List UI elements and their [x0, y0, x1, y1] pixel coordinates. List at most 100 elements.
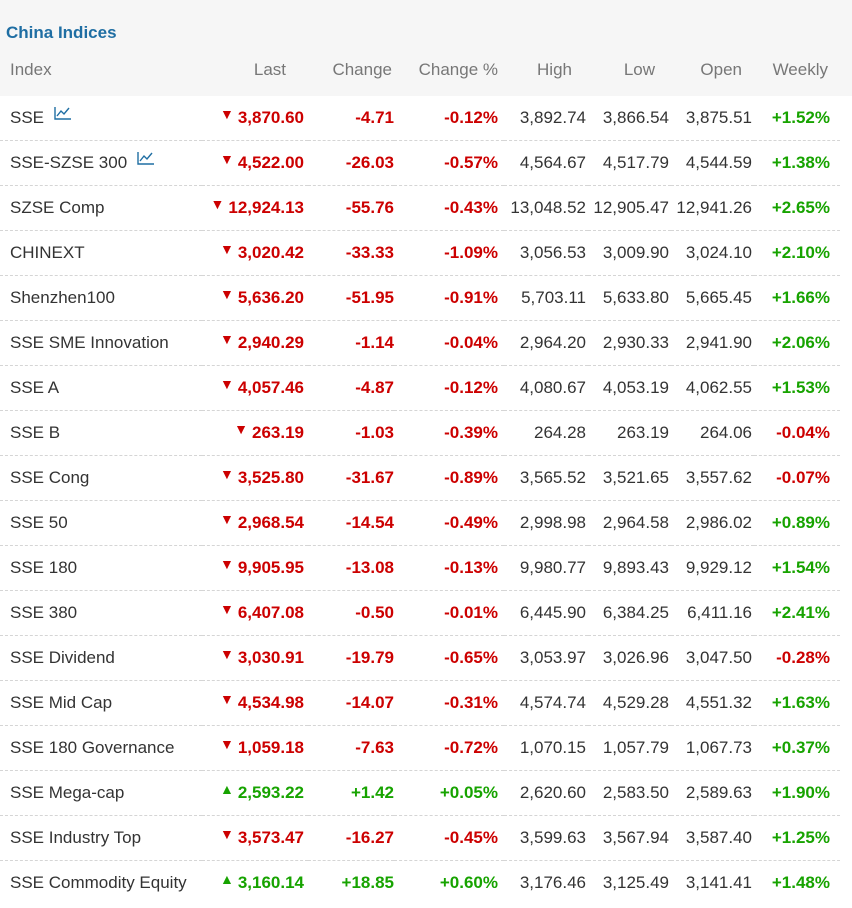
open-value: 3,587.40	[671, 815, 754, 861]
index-name-cell[interactable]: SSE Cong	[0, 455, 202, 501]
table-row[interactable]: SSE Mega-cap ▲ 2,593.22 +1.42 +0.05% 2,620.60…	[0, 770, 840, 816]
table-row[interactable]: SSE 50 ▼ 2,968.54 -14.54 -0.49% 2,998.98 2,964…	[0, 500, 840, 546]
index-name[interactable]: SSE Cong	[10, 468, 90, 487]
change-pct-value: -0.57%	[394, 140, 504, 186]
table-row[interactable]: SSE SME Innovation ▼ 2,940.29 -1.14 -0.04% 2,…	[0, 320, 840, 366]
weekly-value: -0.04%	[754, 410, 840, 456]
table-row[interactable]: SSE B ▼ 263.19 -1.03 -0.39% 264.28 263.19 264.0…	[0, 410, 840, 456]
last-cell: ▼ 2,968.54	[202, 500, 308, 546]
line-chart-icon[interactable]	[54, 105, 72, 125]
low-value: 2,930.33	[588, 320, 671, 366]
last-value: 9,905.95	[237, 558, 304, 577]
open-value: 3,875.51	[671, 96, 754, 141]
table-row[interactable]: SSE Mid Cap ▼ 4,534.98 -14.07 -0.31% 4,574.74…	[0, 680, 840, 726]
index-name-cell[interactable]: SSE Mega-cap	[0, 770, 202, 816]
index-name-cell[interactable]: SZSE Comp	[0, 185, 202, 231]
last-cell: ▼ 1,059.18	[202, 725, 308, 771]
index-name-cell[interactable]: SSE 50	[0, 500, 202, 546]
high-value: 3,565.52	[504, 455, 588, 501]
down-arrow-icon: ▼	[234, 421, 248, 437]
index-name[interactable]: SSE Industry Top	[10, 828, 142, 847]
last-cell: ▼ 4,522.00	[202, 140, 308, 186]
index-name[interactable]: SSE Commodity Equity	[10, 873, 187, 892]
index-name-cell[interactable]: CHINEXT	[0, 230, 202, 276]
table-row[interactable]: SSE ▼ 3,870.60 -4.71 -0.12% 3,892.74 3,866.54 3…	[0, 96, 840, 141]
high-value: 3,053.97	[504, 635, 588, 681]
table-row[interactable]: SSE 180 Governance ▼ 1,059.18 -7.63 -0.72% 1,…	[0, 725, 840, 771]
table-row[interactable]: SZSE Comp ▼ 12,924.13 -55.76 -0.43% 13,048.52…	[0, 185, 840, 231]
col-header-open[interactable]: Open	[700, 60, 742, 79]
index-name[interactable]: SSE 180	[10, 558, 78, 577]
index-name-cell[interactable]: SSE Dividend	[0, 635, 202, 681]
col-header-change[interactable]: Change	[332, 60, 392, 79]
high-value: 5,703.11	[504, 275, 588, 321]
index-name[interactable]: SSE B	[10, 423, 61, 442]
index-name[interactable]: SSE A	[10, 378, 60, 397]
index-name[interactable]: SSE 50	[10, 513, 68, 532]
change-pct-value: -0.12%	[394, 96, 504, 141]
col-header-change-pct[interactable]: Change %	[418, 60, 498, 79]
change-pct-value: -1.09%	[394, 230, 504, 276]
index-name[interactable]: SZSE Comp	[10, 198, 105, 217]
panel-title[interactable]: China Indices	[6, 23, 117, 42]
down-arrow-icon: ▼	[219, 331, 234, 347]
index-name-cell[interactable]: SSE Mid Cap	[0, 680, 202, 726]
index-name-cell[interactable]: SSE-SZSE 300	[0, 140, 202, 186]
index-name[interactable]: SSE Dividend	[10, 648, 115, 667]
index-name[interactable]: Shenzhen100	[10, 288, 115, 307]
index-name[interactable]: SSE 380	[10, 603, 78, 622]
table-row[interactable]: SSE Industry Top ▼ 3,573.47 -16.27 -0.45% 3,5…	[0, 815, 840, 861]
last-cell: ▼ 3,030.91	[202, 635, 308, 681]
weekly-value: +1.53%	[754, 365, 840, 411]
change-value: -14.07	[308, 680, 394, 726]
change-pct-value: -0.91%	[394, 275, 504, 321]
table-row[interactable]: SSE Commodity Equity ▲ 3,160.14 +18.85 +0.60…	[0, 861, 840, 906]
col-header-high[interactable]: High	[537, 60, 572, 79]
open-value: 2,589.63	[671, 770, 754, 816]
low-value: 4,053.19	[588, 365, 671, 411]
index-name-cell[interactable]: SSE B	[0, 410, 202, 456]
col-header-low[interactable]: Low	[623, 60, 655, 79]
index-name-cell[interactable]: SSE 180 Governance	[0, 725, 202, 771]
down-arrow-icon: ▼	[219, 511, 234, 527]
index-name[interactable]: SSE Mega-cap	[10, 783, 125, 802]
table-row[interactable]: Shenzhen100 ▼ 5,636.20 -51.95 -0.91% 5,703.11…	[0, 275, 840, 321]
index-name-cell[interactable]: SSE Commodity Equity	[0, 861, 202, 906]
table-row[interactable]: SSE A ▼ 4,057.46 -4.87 -0.12% 4,080.67 4,053.1…	[0, 365, 840, 411]
table-row[interactable]: SSE Dividend ▼ 3,030.91 -19.79 -0.65% 3,053.9…	[0, 635, 840, 681]
high-value: 3,056.53	[504, 230, 588, 276]
index-name-cell[interactable]: SSE 180	[0, 545, 202, 591]
low-value: 4,529.28	[588, 680, 671, 726]
col-header-last[interactable]: Last	[253, 60, 286, 79]
open-value: 3,047.50	[671, 635, 754, 681]
index-name[interactable]: SSE Mid Cap	[10, 693, 113, 712]
table-row[interactable]: CHINEXT ▼ 3,020.42 -33.33 -1.09% 3,056.53 3,00…	[0, 230, 840, 276]
index-name-cell[interactable]: SSE A	[0, 365, 202, 411]
index-name-cell[interactable]: SSE 380	[0, 590, 202, 636]
line-chart-icon[interactable]	[137, 150, 155, 170]
change-pct-value: -0.45%	[394, 815, 504, 861]
change-value: -33.33	[308, 230, 394, 276]
index-name-cell[interactable]: SSE	[0, 96, 202, 141]
index-name[interactable]: SSE 180 Governance	[10, 738, 175, 757]
index-name[interactable]: SSE SME Innovation	[10, 333, 169, 352]
table-row[interactable]: SSE 380 ▼ 6,407.08 -0.50 -0.01% 6,445.90 6,384…	[0, 590, 840, 636]
index-name[interactable]: SSE-SZSE 300	[10, 152, 128, 172]
table-row[interactable]: SSE 180 ▼ 9,905.95 -13.08 -0.13% 9,980.77 9,89…	[0, 545, 840, 591]
table-row[interactable]: SSE-SZSE 300 ▼ 4,522.00 -26.03 -0.57% 4,564.6…	[0, 140, 840, 186]
table-row[interactable]: SSE Cong ▼ 3,525.80 -31.67 -0.89% 3,565.52 3,5…	[0, 455, 840, 501]
weekly-value: +1.52%	[754, 96, 840, 141]
down-arrow-icon: ▼	[219, 151, 234, 167]
last-value: 3,020.42	[237, 243, 304, 262]
open-value: 3,024.10	[671, 230, 754, 276]
low-value: 3,026.96	[588, 635, 671, 681]
col-header-weekly[interactable]: Weekly	[772, 60, 828, 79]
index-name[interactable]: CHINEXT	[10, 243, 85, 262]
index-name-cell[interactable]: Shenzhen100	[0, 275, 202, 321]
col-header-index[interactable]: Index	[10, 60, 52, 79]
index-name[interactable]: SSE	[10, 107, 45, 127]
open-value: 264.06	[671, 410, 754, 456]
index-name-cell[interactable]: SSE SME Innovation	[0, 320, 202, 366]
high-value: 4,574.74	[504, 680, 588, 726]
index-name-cell[interactable]: SSE Industry Top	[0, 815, 202, 861]
